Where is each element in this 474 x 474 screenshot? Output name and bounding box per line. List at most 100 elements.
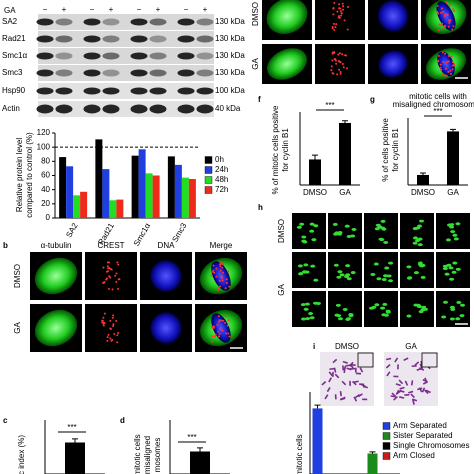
chromatin	[381, 227, 387, 231]
chromatin	[446, 223, 452, 227]
crest-dot	[228, 285, 231, 288]
chromatin	[298, 272, 304, 276]
crest-dot	[116, 341, 119, 344]
crest-dot	[445, 61, 448, 64]
chromatin	[441, 315, 447, 319]
crest-dot	[448, 55, 451, 58]
chromosome	[417, 387, 423, 391]
crest-dot	[217, 288, 220, 291]
chromatin	[444, 272, 450, 276]
crest-dot	[220, 275, 223, 278]
crest-dot	[446, 14, 449, 17]
y-axis-label: mitotic cells	[295, 434, 304, 474]
crest-dot	[227, 332, 230, 335]
chromosome	[362, 385, 368, 389]
blot-band	[102, 87, 120, 95]
timelapse-frame	[292, 291, 326, 327]
crest-dot	[112, 314, 115, 317]
chart-title: misaligned chromosomes	[393, 100, 474, 109]
blot-row-label: Smc1α	[2, 51, 27, 60]
chromatin	[370, 272, 376, 276]
crest-dot	[225, 282, 228, 285]
chromosome	[393, 375, 399, 378]
crest-dot	[221, 266, 224, 269]
crest-dot	[346, 67, 349, 70]
crest-dot	[342, 5, 345, 8]
blot-band	[196, 18, 214, 26]
chromatin	[448, 266, 454, 270]
chromosome	[399, 396, 405, 399]
chromosome	[412, 399, 415, 405]
timelapse-frame	[328, 213, 362, 249]
chromosome	[425, 389, 431, 394]
blot-row-label: Actin	[2, 104, 20, 113]
crest-dot	[447, 70, 450, 73]
bar	[95, 139, 103, 218]
legend-label: Arm Separated	[393, 421, 447, 430]
chromosome	[362, 398, 368, 401]
chromatin	[377, 225, 383, 229]
y-tick-label: 40	[41, 185, 50, 194]
crest-dot	[437, 12, 440, 15]
chromatin	[450, 230, 456, 234]
crest-dot	[103, 312, 106, 315]
blot-band	[55, 87, 73, 95]
crest-dot	[451, 8, 454, 11]
chromatin	[419, 264, 425, 268]
crest-dot	[106, 336, 109, 339]
blot-row-label: SA2	[2, 17, 18, 26]
legend-label: Single Chromosomes	[393, 441, 469, 450]
crest-dot	[337, 53, 340, 56]
crest-dot	[342, 66, 345, 69]
timelapse-frame	[328, 252, 362, 288]
crest-dot	[333, 2, 336, 5]
chromosome	[386, 371, 391, 377]
timestamp: 01:03	[412, 252, 433, 261]
crest-dot	[107, 261, 110, 264]
chromosome	[411, 365, 417, 368]
chromosome	[416, 367, 422, 371]
timestamp: 02:27	[376, 291, 397, 300]
crest-dot	[445, 1, 448, 4]
crest-dot	[338, 68, 341, 71]
y-axis-label: for cyclin B1	[391, 128, 400, 172]
crest-dot	[336, 10, 339, 13]
chromosome	[342, 360, 348, 364]
chromatin	[297, 264, 303, 268]
crest-dot	[214, 333, 217, 336]
chromatin	[301, 317, 307, 321]
chromosome	[419, 363, 423, 369]
crest-dot	[101, 319, 104, 322]
crest-dot	[335, 23, 338, 26]
row-label: DMSO	[277, 219, 286, 243]
chromosome	[332, 358, 338, 364]
blot-band	[177, 87, 195, 95]
crest-dot	[211, 335, 214, 338]
chromosome	[353, 396, 358, 402]
chromatin	[449, 277, 455, 281]
legend-swatch	[382, 452, 391, 460]
y-tick-label: 20	[41, 199, 50, 208]
crest-dot	[115, 319, 118, 322]
crest-dot	[440, 11, 443, 14]
blot-band	[130, 69, 148, 77]
y-tick-label: 80	[41, 156, 50, 165]
crest-dot	[117, 287, 120, 290]
crest-dot	[339, 72, 342, 75]
bar	[65, 442, 85, 474]
crest-dot	[339, 10, 342, 13]
chromatin	[346, 317, 352, 321]
crest-dot	[341, 53, 344, 56]
crest-dot	[114, 274, 117, 277]
chromosome	[328, 377, 332, 383]
chromosome	[332, 371, 334, 377]
crest-dot	[217, 287, 220, 290]
y-axis-label: Relative protein level	[15, 138, 24, 212]
lane-sign: −	[90, 5, 95, 14]
blot-band	[149, 69, 167, 77]
chromatin	[420, 308, 426, 312]
chromatin	[305, 317, 311, 321]
dna-signal	[211, 313, 231, 343]
